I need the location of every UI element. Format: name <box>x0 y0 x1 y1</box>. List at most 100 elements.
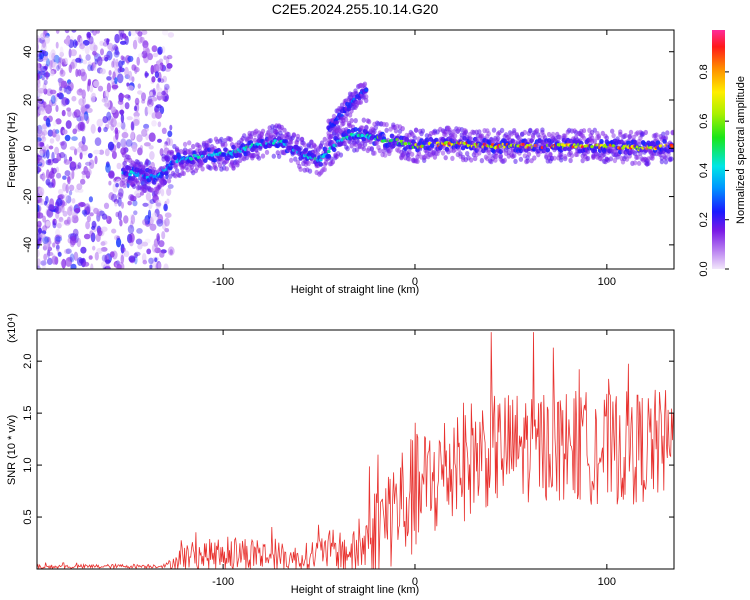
noise-cell <box>114 33 120 44</box>
noise-cell <box>125 139 133 147</box>
noise-cell <box>39 233 46 239</box>
noise-cell <box>90 93 96 103</box>
signal-halo-cell <box>589 135 595 141</box>
noise-cell <box>116 263 122 269</box>
noise-cell <box>43 88 48 95</box>
signal-halo-cell <box>248 135 254 141</box>
signal-peak-cell <box>196 155 201 159</box>
noise-cell <box>70 263 77 269</box>
noise-cell <box>127 224 135 234</box>
noise-cell <box>62 210 68 217</box>
noise-cell <box>39 142 45 147</box>
signal-halo-cell <box>149 187 154 193</box>
noise-cell <box>154 247 161 254</box>
signal-halo-cell <box>624 156 630 162</box>
noise-cell <box>45 220 51 227</box>
noise-cell <box>142 219 149 226</box>
noise-cell <box>58 56 62 63</box>
signal-halo-cell <box>205 143 211 149</box>
noise-cell <box>73 148 78 156</box>
noise-cell <box>91 225 96 230</box>
signal-halo-cell <box>298 166 303 172</box>
noise-cell <box>59 152 65 159</box>
signal-halo-cell <box>646 160 651 166</box>
noise-cell <box>108 192 115 201</box>
spectrogram-heatmap <box>37 30 674 269</box>
noise-cell <box>133 118 140 127</box>
noise-cell <box>90 263 94 269</box>
signal-halo-cell <box>534 128 540 134</box>
noise-cell <box>72 228 79 237</box>
noise-cell <box>66 107 71 112</box>
noise-cell <box>158 58 164 63</box>
signal-halo-cell <box>131 183 137 189</box>
noise-cell <box>77 69 82 77</box>
signal-halo-cell <box>407 156 412 162</box>
noise-cell <box>57 61 62 70</box>
noise-cell <box>126 82 130 87</box>
signal-halo-cell <box>452 133 458 139</box>
signal-halo-cell <box>369 146 374 152</box>
noise-cell <box>54 239 61 245</box>
noise-cell <box>52 131 56 138</box>
noise-cell <box>51 52 56 61</box>
noise-cell <box>85 168 92 177</box>
noise-cell <box>74 208 81 213</box>
noise-cell <box>124 66 129 77</box>
signal-halo-cell <box>627 134 632 140</box>
signal-halo-cell <box>130 160 135 166</box>
y-tick-label: 0 <box>22 145 34 151</box>
noise-cell <box>56 222 62 229</box>
noise-cell <box>93 80 100 88</box>
noise-cell <box>161 30 169 36</box>
noise-cell <box>79 152 83 160</box>
noise-cell <box>96 211 101 216</box>
noise-cell <box>37 87 45 94</box>
spectrogram-xlabel: Height of straight line (km) <box>291 284 419 296</box>
signal-halo-cell <box>224 166 229 172</box>
signal-halo-cell <box>623 132 628 139</box>
signal-peak-cell <box>273 139 277 143</box>
noise-cell <box>100 48 104 56</box>
noise-cell <box>48 145 54 150</box>
noise-cell <box>75 68 79 78</box>
noise-cell <box>63 159 71 165</box>
noise-cell <box>130 220 134 229</box>
noise-cell <box>137 90 143 95</box>
signal-halo-cell <box>415 158 420 164</box>
signal-halo-cell <box>223 142 228 148</box>
snr-xlabel: Height of straight line (km) <box>291 584 419 596</box>
noise-cell <box>161 127 167 134</box>
signal-halo-cell <box>298 145 303 151</box>
noise-cell <box>141 50 148 59</box>
noise-cell <box>141 99 146 104</box>
noise-cell <box>137 83 141 89</box>
signal-halo-cell <box>307 168 313 174</box>
noise-cell <box>147 104 154 115</box>
noise-cell <box>166 54 173 60</box>
noise-cell <box>41 68 46 74</box>
signal-peak-cell <box>590 145 594 149</box>
spectrogram-ticks: -100 0 100 -40 -20 0 20 40 <box>22 30 674 288</box>
noise-cell <box>70 235 77 246</box>
noise-cell <box>37 220 42 228</box>
noise-cell <box>64 170 71 177</box>
noise-cell <box>87 64 93 72</box>
noise-cell <box>151 120 157 127</box>
signal-halo-cell <box>493 157 498 163</box>
signal-cell <box>626 140 631 146</box>
noise-cell <box>37 203 40 213</box>
noise-cell <box>110 118 117 128</box>
noise-cell <box>56 65 60 71</box>
noise-cell <box>130 130 135 140</box>
noise-cell <box>144 215 151 225</box>
noise-cell <box>37 90 43 97</box>
signal-halo-cell <box>416 150 421 157</box>
noise-cell <box>124 94 131 99</box>
noise-cell <box>51 178 56 188</box>
noise-cell <box>88 36 94 45</box>
noise-cell <box>157 77 162 83</box>
signal-cell <box>334 120 340 125</box>
noise-cell <box>142 259 148 265</box>
noise-cell <box>51 128 57 138</box>
